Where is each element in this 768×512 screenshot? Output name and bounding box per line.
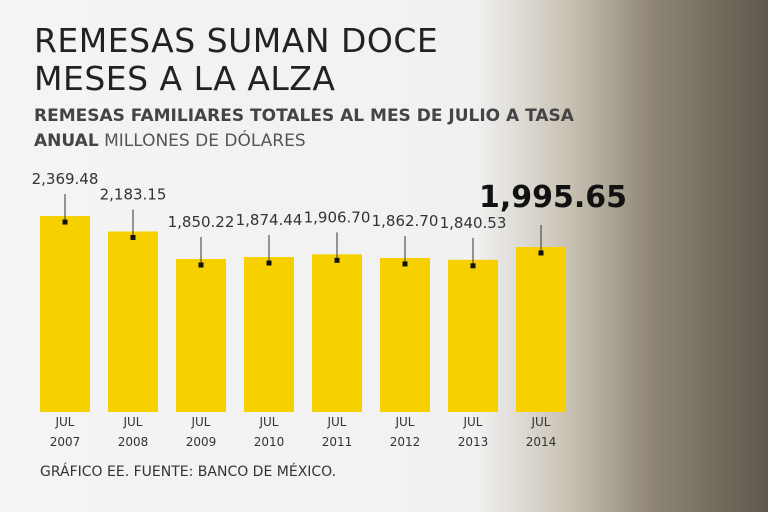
unit-label: MILLONES DE DÓLARES: [104, 131, 306, 151]
x-tick-label-line: JUL: [54, 415, 74, 429]
label-dot: [130, 234, 136, 240]
x-tick-label-line: JUL: [326, 415, 346, 429]
label-dot: [334, 257, 340, 263]
x-tick-label: JUL 2014: [526, 415, 557, 449]
label-dot: [470, 263, 476, 269]
subtitle: REMESAS FAMILIARES TOTALES AL MES DE JUL…: [34, 106, 574, 151]
x-tick-label: JUL 2009: [186, 415, 217, 449]
label-dot: [266, 260, 272, 266]
x-tick-label-line: 2013: [458, 435, 489, 449]
x-tick-label-line: 2012: [390, 435, 421, 449]
value-label: 2,369.48: [32, 170, 99, 188]
value-label: 1,840.53: [440, 214, 507, 232]
x-tick-label: JUL 2008: [118, 415, 149, 449]
x-tick-label-line: JUL: [122, 415, 142, 429]
bar: [448, 259, 498, 412]
label-dot: [62, 219, 68, 225]
bar: [108, 231, 158, 412]
value-label: 1,995.65: [479, 180, 627, 215]
x-tick-label-line: 2007: [50, 435, 81, 449]
x-tick-label: JUL 2011: [322, 415, 353, 449]
source-note: GRÁFICO EE. FUENTE: BANCO DE MÉXICO.: [40, 464, 337, 480]
x-tick-label: JUL 2012: [390, 415, 421, 449]
x-tick-label: JUL 2007: [50, 415, 81, 449]
value-label: 1,906.70: [304, 208, 371, 226]
x-tick-label-line: JUL: [258, 415, 278, 429]
x-tick-label-line: 2008: [118, 435, 149, 449]
value-label: 1,850.22: [168, 213, 235, 231]
bar: [176, 259, 226, 412]
chart-title: REMESAS SUMAN DOCE MESES A LA ALZA: [34, 21, 439, 98]
x-tick-label-line: 2011: [322, 435, 353, 449]
x-tick-label: JUL 2010: [254, 415, 285, 449]
x-tick-label-line: JUL: [462, 415, 482, 429]
subtitle-block: REMESAS FAMILIARES TOTALES AL MES DE JUL…: [34, 104, 574, 154]
bar: [40, 216, 90, 412]
bar: [516, 246, 566, 412]
x-tick-label-line: JUL: [394, 415, 414, 429]
value-label: 1,862.70: [372, 212, 439, 230]
value-label: 2,183.15: [100, 185, 167, 203]
bar: [244, 256, 294, 412]
x-tick-label-line: 2014: [526, 435, 557, 449]
x-tick-label: JUL 2013: [458, 415, 489, 449]
value-label: 1,874.44: [236, 211, 303, 229]
label-dot: [538, 250, 544, 256]
x-tick-label-line: JUL: [190, 415, 210, 429]
bar: [312, 254, 362, 412]
label-dot: [198, 262, 204, 268]
x-tick-label-line: JUL: [530, 415, 550, 429]
x-tick-label-line: 2010: [254, 435, 285, 449]
label-dot: [402, 261, 408, 267]
x-tick-label-line: 2009: [186, 435, 217, 449]
bar: [380, 257, 430, 412]
